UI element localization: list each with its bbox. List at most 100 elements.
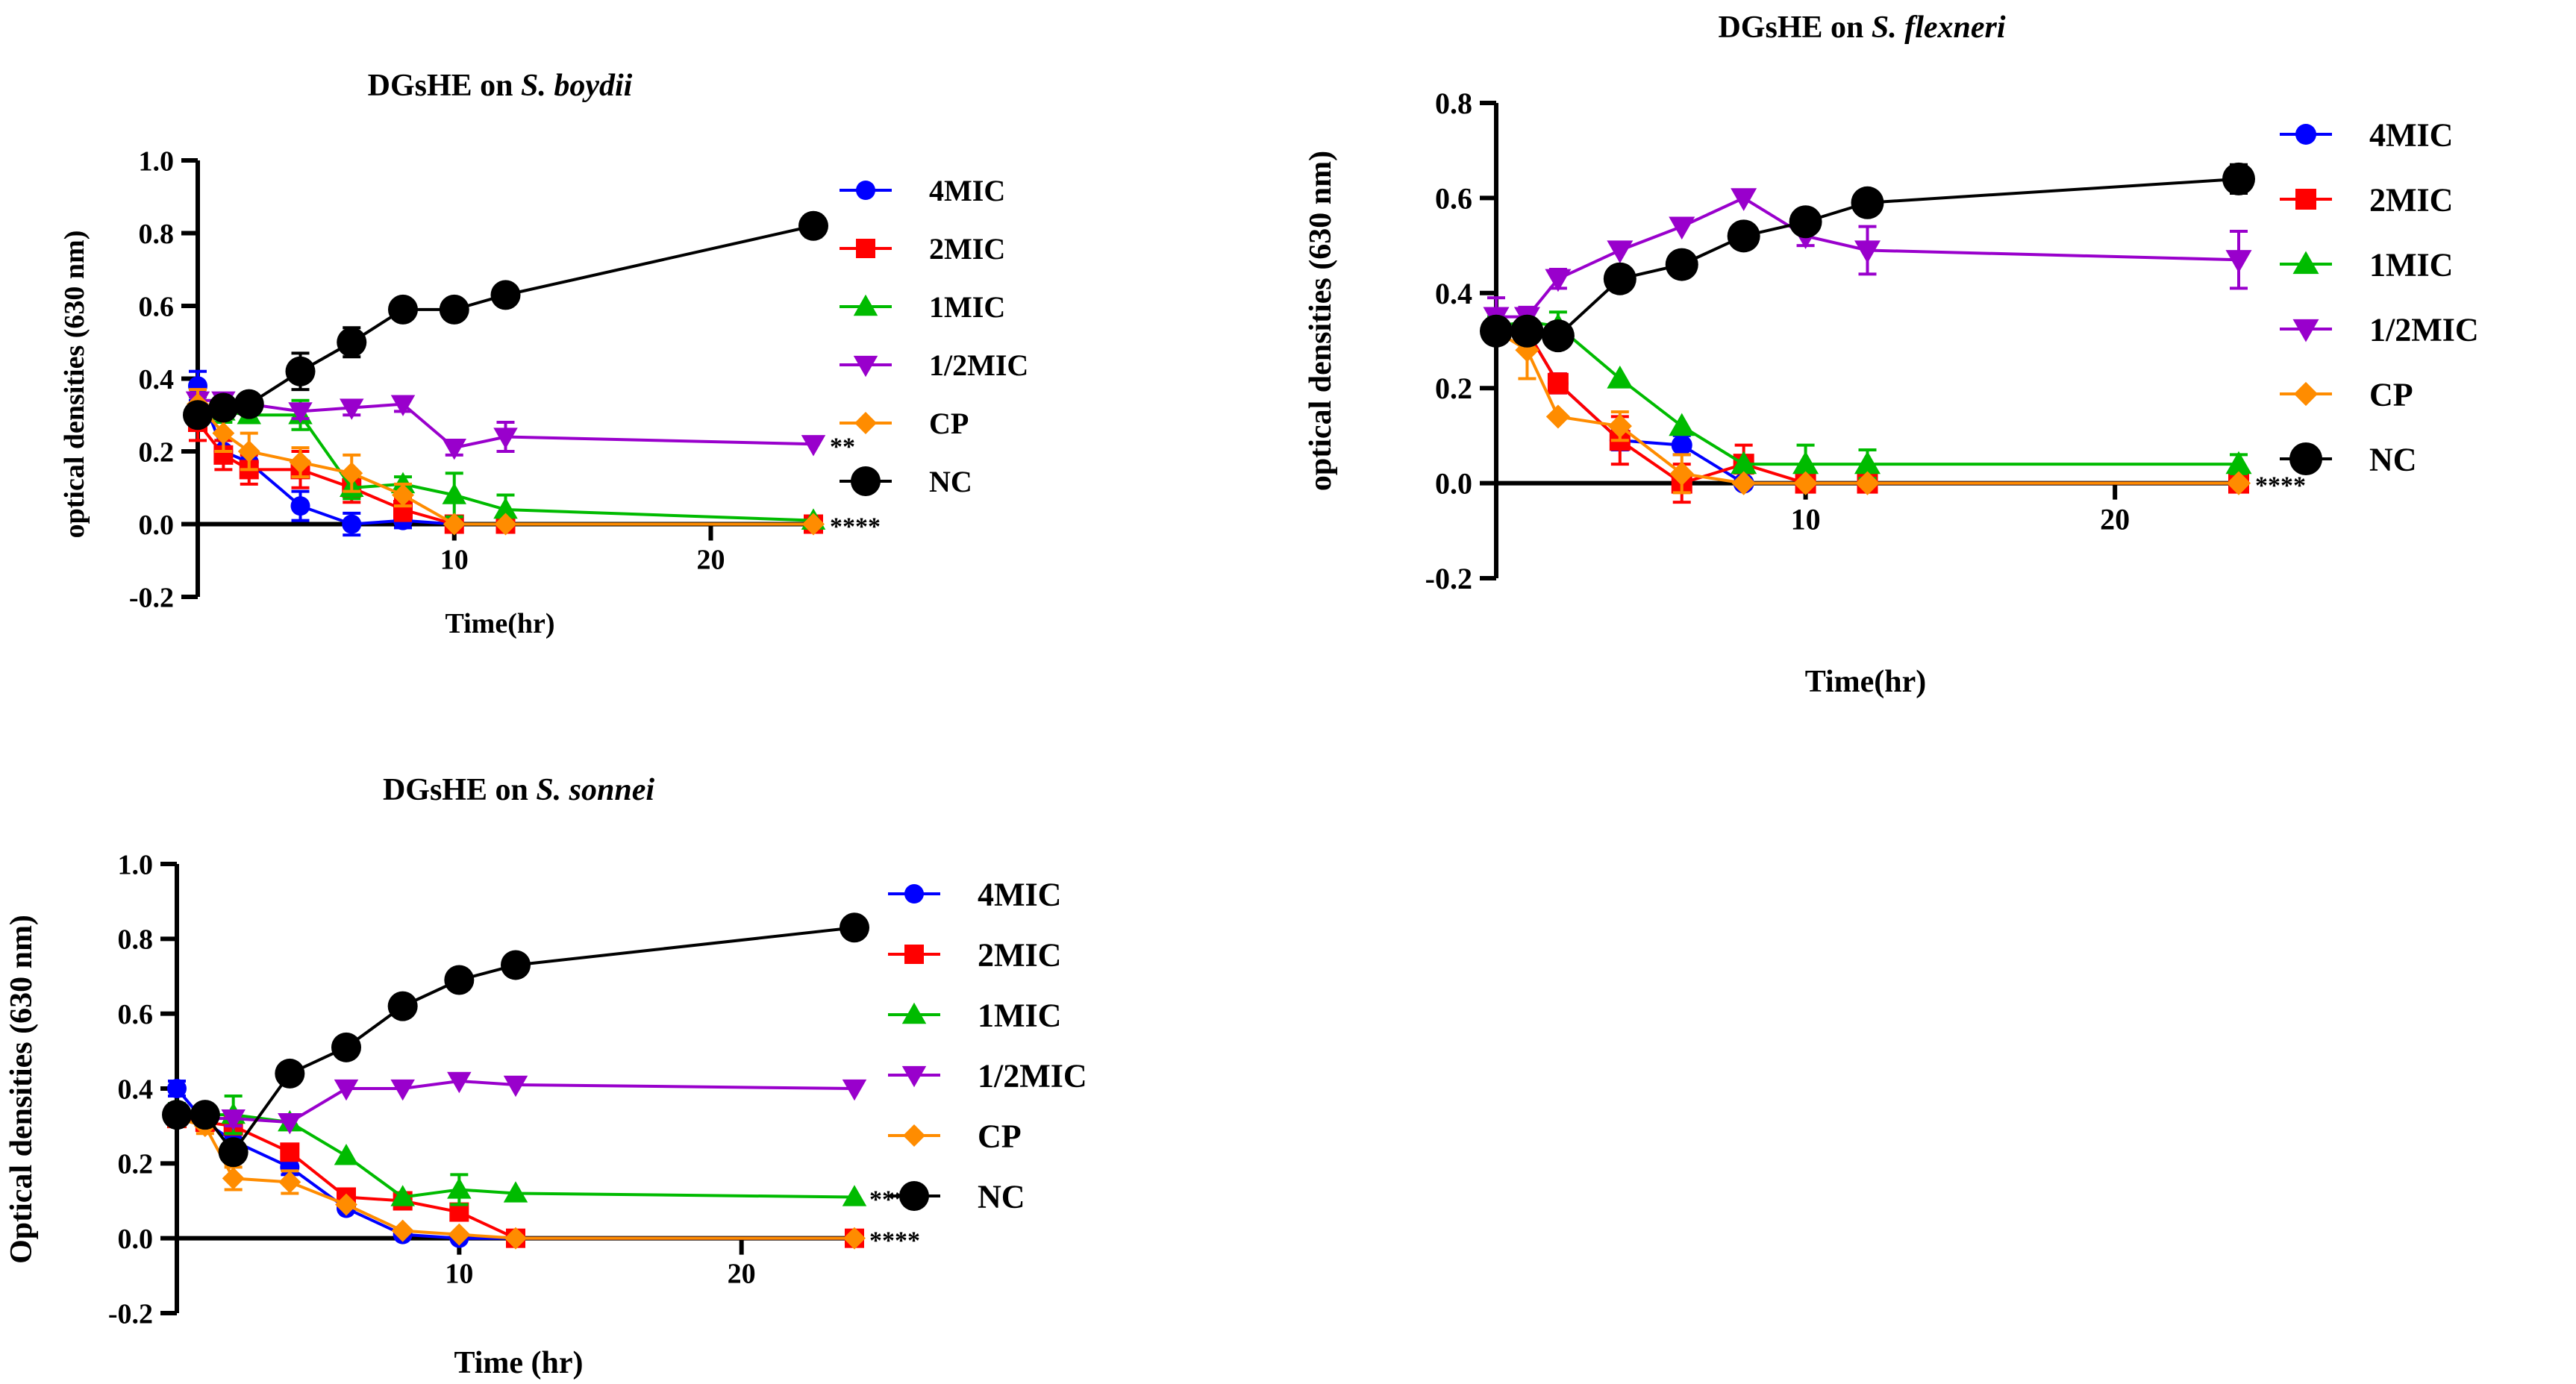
y-tick-label: 0.4 bbox=[118, 1074, 154, 1105]
x-tick-label: 10 bbox=[1791, 503, 1821, 536]
data-point bbox=[1607, 365, 1634, 389]
legend-marker bbox=[2295, 124, 2316, 145]
data-point bbox=[1669, 216, 1695, 240]
series-NC bbox=[183, 210, 828, 430]
legend-marker bbox=[851, 466, 881, 496]
legend-marker bbox=[904, 884, 924, 904]
chart-title: DGsHE on S. flexneri bbox=[1718, 10, 2005, 45]
legend-label: NC bbox=[929, 465, 972, 498]
legend-marker bbox=[853, 294, 878, 316]
data-point bbox=[290, 496, 310, 516]
data-point bbox=[1607, 240, 1634, 263]
legend-marker bbox=[903, 1124, 925, 1147]
data-point bbox=[443, 513, 466, 536]
y-axis-label: Optical densities (630 nm) bbox=[4, 915, 39, 1264]
x-tick-label: 20 bbox=[697, 545, 725, 576]
data-point bbox=[444, 965, 475, 995]
legend-label: CP bbox=[929, 407, 969, 440]
data-point bbox=[390, 1185, 415, 1206]
data-point bbox=[493, 497, 518, 519]
legend-label: 1/2MIC bbox=[2369, 311, 2479, 348]
data-point bbox=[337, 327, 367, 357]
data-point bbox=[1792, 451, 1819, 475]
chart-panel-3: DGsHE on S. sonnei -0.2 0.0 0.2 0.4 0.6 0.8 1.0… bbox=[4, 773, 1087, 1380]
series-2MIC bbox=[167, 1109, 864, 1248]
data-point bbox=[1669, 413, 1695, 436]
series-NC bbox=[1480, 162, 2255, 353]
legend-marker bbox=[856, 239, 875, 258]
data-point bbox=[447, 1177, 472, 1199]
y-tick-label: 0.0 bbox=[118, 1224, 154, 1255]
series-1MIC bbox=[164, 1095, 867, 1206]
chart-panel-2: DGsHE on S. flexneri -0.2 0.0 0.2 0.4 0.6 0.8 1… bbox=[1304, 10, 2479, 699]
data-point bbox=[802, 513, 825, 536]
data-point bbox=[280, 1142, 300, 1162]
significance-annotation: *** bbox=[869, 1186, 907, 1213]
data-point bbox=[222, 1167, 245, 1190]
x-tick-label: 20 bbox=[2100, 503, 2130, 536]
data-point bbox=[218, 1137, 248, 1168]
data-point bbox=[2225, 250, 2252, 273]
data-point bbox=[798, 210, 828, 241]
data-point bbox=[387, 991, 418, 1021]
data-point bbox=[1545, 269, 1572, 292]
series-4MIC bbox=[167, 1079, 864, 1248]
data-point bbox=[1607, 414, 1632, 439]
data-point bbox=[439, 294, 469, 325]
data-point bbox=[447, 1071, 472, 1094]
data-point bbox=[275, 1058, 305, 1089]
data-point bbox=[1731, 471, 1756, 495]
data-point bbox=[1855, 471, 1880, 495]
y-tick-label: 0.4 bbox=[1435, 277, 1472, 310]
data-point bbox=[1480, 314, 1513, 348]
legend-marker bbox=[856, 181, 875, 200]
series-line bbox=[175, 1087, 854, 1240]
series-line bbox=[1495, 319, 2239, 466]
legend-label: NC bbox=[978, 1178, 1025, 1215]
significance-annotation: **** bbox=[830, 513, 881, 541]
data-point bbox=[335, 1193, 357, 1216]
y-tick-label: 0.4 bbox=[139, 364, 175, 395]
data-point bbox=[285, 356, 316, 386]
data-point bbox=[278, 1171, 301, 1194]
data-point bbox=[503, 1075, 528, 1098]
chart-title: DGsHE on S. sonnei bbox=[383, 773, 654, 807]
data-point bbox=[1665, 248, 1698, 281]
y-tick-label: -0.2 bbox=[108, 1298, 153, 1330]
y-tick-label: 0.6 bbox=[139, 291, 175, 322]
x-axis-label: Time(hr) bbox=[1805, 665, 1927, 699]
legend-marker bbox=[901, 1002, 927, 1024]
data-point bbox=[840, 912, 869, 943]
series-CP bbox=[166, 1107, 866, 1250]
legend-marker bbox=[2292, 251, 2319, 275]
y-tick-label: 1.0 bbox=[118, 849, 154, 880]
legend-label: 4MIC bbox=[978, 876, 1061, 912]
x-axis-label: Time (hr) bbox=[454, 1346, 583, 1380]
legend-label: NC bbox=[2369, 441, 2417, 477]
data-point bbox=[1541, 319, 1575, 353]
data-point bbox=[289, 451, 312, 474]
legend-label: 2MIC bbox=[929, 232, 1005, 266]
legend-marker bbox=[904, 945, 924, 964]
data-point bbox=[504, 1227, 527, 1250]
data-point bbox=[392, 483, 414, 507]
data-point bbox=[1727, 219, 1760, 253]
series-1MIC bbox=[185, 395, 826, 530]
data-point bbox=[490, 280, 521, 310]
series-CP bbox=[187, 388, 825, 536]
series-NC bbox=[162, 912, 869, 1168]
data-point bbox=[340, 398, 364, 420]
y-tick-label: 0.0 bbox=[1435, 467, 1472, 501]
legend-label: CP bbox=[2369, 376, 2413, 413]
data-point bbox=[334, 1144, 359, 1165]
data-point bbox=[1789, 205, 1822, 239]
data-point bbox=[1793, 471, 1818, 495]
series-1/2MIC bbox=[185, 388, 826, 460]
legend-label: 1/2MIC bbox=[978, 1057, 1087, 1094]
series-line bbox=[197, 224, 814, 417]
legend-label: 2MIC bbox=[2369, 181, 2453, 218]
legend-label: CP bbox=[978, 1118, 1022, 1154]
data-point bbox=[801, 435, 826, 457]
data-point bbox=[1671, 434, 1692, 456]
